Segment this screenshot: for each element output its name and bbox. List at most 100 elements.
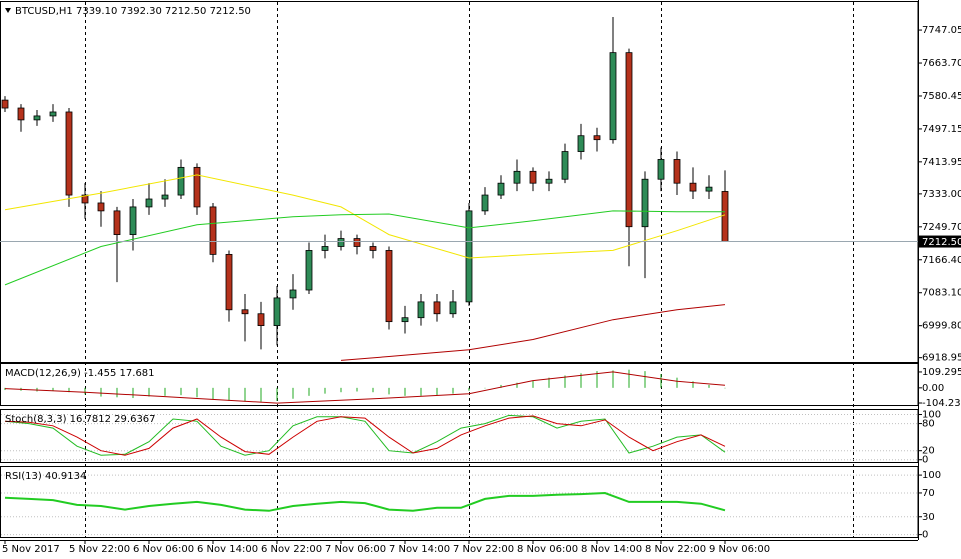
candle-body xyxy=(353,238,361,247)
macd-bar xyxy=(660,374,662,388)
macd-bar xyxy=(596,371,598,388)
candle-body xyxy=(225,253,233,311)
panel-title: BTCUSD,H1 7339.10 7392.30 7212.50 7212.5… xyxy=(15,6,251,17)
candle-body xyxy=(129,206,137,236)
y-tick-label: 0 xyxy=(922,530,928,541)
macd-bar xyxy=(276,387,278,401)
candle-body xyxy=(81,194,89,204)
candle-body xyxy=(465,210,473,303)
macd-bar xyxy=(516,382,518,388)
macd-signal xyxy=(4,371,726,404)
y-tick-label: 30 xyxy=(922,512,935,523)
macd-bar xyxy=(212,387,214,400)
macd-bar xyxy=(708,384,710,388)
macd-bar xyxy=(692,381,694,388)
candle-body xyxy=(145,198,153,208)
x-tick-label: 5 Nov 22:00 xyxy=(69,544,130,555)
dropdown-arrow[interactable] xyxy=(5,8,11,13)
x-tick-label: 5 Nov 2017 xyxy=(2,544,60,555)
candle-body xyxy=(625,52,633,228)
macd-bar xyxy=(180,387,182,396)
moving-average xyxy=(4,174,726,259)
x-tick-label: 8 Nov 22:00 xyxy=(645,544,706,555)
candle-body xyxy=(593,135,601,141)
x-tick-label: 7 Nov 14:00 xyxy=(389,544,450,555)
candle-body xyxy=(561,151,569,180)
candle-body xyxy=(1,99,9,109)
y-tick-label: 70 xyxy=(922,488,935,499)
macd-bar xyxy=(500,384,502,388)
y-tick-label: 0.00 xyxy=(922,383,944,394)
x-tick-label: 9 Nov 06:00 xyxy=(709,544,770,555)
y-tick-label: 7333.00 xyxy=(922,189,961,200)
macd-bar xyxy=(116,387,118,398)
candle-body xyxy=(513,170,521,184)
y-tick-label: 0 xyxy=(922,455,928,466)
indicator-line xyxy=(4,491,726,512)
y-tick-label: 7747.05 xyxy=(922,25,961,36)
macd-bar xyxy=(356,387,358,392)
candle-body xyxy=(305,250,313,291)
macd-bar xyxy=(68,387,70,393)
candle-body xyxy=(209,206,217,255)
moving-average xyxy=(4,210,725,286)
macd-bar xyxy=(724,387,726,389)
y-tick-label: 7166.40 xyxy=(922,255,961,266)
candle-body xyxy=(385,250,393,323)
macd-bar xyxy=(324,387,326,394)
y-tick-label: 100 xyxy=(922,410,941,421)
macd-bar xyxy=(420,387,422,396)
candle-body xyxy=(273,297,281,327)
candle-body xyxy=(689,182,697,192)
candle-body xyxy=(673,159,681,184)
candle-body xyxy=(65,111,73,196)
macd-bar xyxy=(580,373,582,388)
y-tick-label: 7249.70 xyxy=(922,222,961,233)
y-tick-label: 7580.45 xyxy=(922,91,961,102)
candle-body xyxy=(497,182,505,196)
candle-body xyxy=(481,194,489,212)
macd-bar xyxy=(84,387,86,395)
candle-body xyxy=(177,166,185,196)
candle-body xyxy=(17,107,25,121)
candle-body xyxy=(609,52,617,141)
candle-body xyxy=(577,135,585,152)
y-tick-label: 7413.95 xyxy=(922,157,961,168)
macd-bar xyxy=(100,387,102,397)
candle-body xyxy=(161,194,169,200)
macd-bar xyxy=(52,387,54,391)
macd-bar xyxy=(148,387,150,397)
macd-bar xyxy=(340,387,342,393)
y-tick-label: 6918.95 xyxy=(922,353,961,364)
y-tick-label: 80 xyxy=(922,419,935,430)
x-tick-label: 7 Nov 06:00 xyxy=(325,544,386,555)
candle-body xyxy=(97,202,105,212)
x-tick-label: 8 Nov 06:00 xyxy=(517,544,578,555)
macd-bar xyxy=(372,387,374,393)
macd-bar xyxy=(564,375,566,388)
candle-body xyxy=(49,111,57,117)
candle-body xyxy=(721,191,729,242)
macd-bar xyxy=(484,387,486,389)
macd-bar xyxy=(644,371,646,388)
candle-body xyxy=(193,166,201,208)
candle-body xyxy=(241,309,249,315)
macd-bar xyxy=(308,387,310,396)
macd-bar xyxy=(548,377,550,388)
indicator-line xyxy=(4,415,726,456)
y-tick-label: 6999.80 xyxy=(922,321,961,332)
x-tick-label: 7 Nov 22:00 xyxy=(453,544,514,555)
candle-body xyxy=(401,317,409,323)
candle-body xyxy=(433,301,441,315)
x-tick-label: 6 Nov 06:00 xyxy=(133,544,194,555)
candle-body xyxy=(289,289,297,299)
candle-body xyxy=(33,115,41,121)
panel-title: Stoch(8,3,3) 16.7812 29.6367 xyxy=(5,414,156,425)
macd-bar xyxy=(196,387,198,398)
moving-average xyxy=(340,304,726,361)
y-tick-label: 7663.70 xyxy=(922,58,961,69)
y-tick-label: -104.238 xyxy=(922,398,961,409)
x-tick-label: 6 Nov 14:00 xyxy=(197,544,258,555)
macd-bar xyxy=(244,387,246,402)
